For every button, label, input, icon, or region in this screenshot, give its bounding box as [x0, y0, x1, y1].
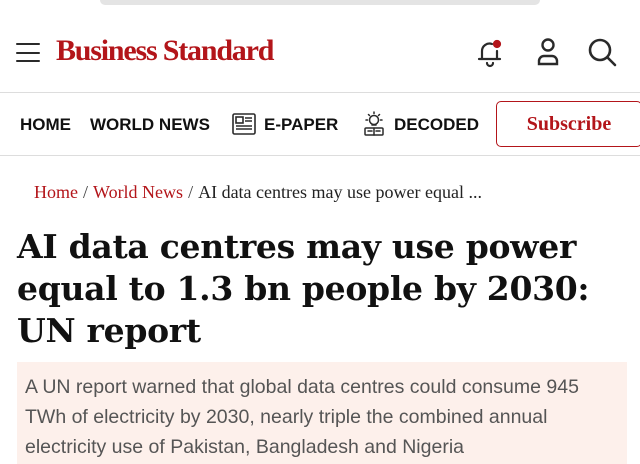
main-nav: HOME WORLD NEWS E-PAPER DECODED Subscrib… [0, 92, 640, 156]
breadcrumb-separator: / [188, 182, 194, 202]
breadcrumb-current: AI data centres may use power equal ... [198, 182, 482, 202]
user-icon[interactable] [528, 32, 568, 72]
breadcrumb-home[interactable]: Home [34, 182, 78, 202]
nav-world-news[interactable]: WORLD NEWS [90, 115, 210, 134]
article-summary: A UN report warned that global data cent… [17, 362, 627, 464]
article-headline: AI data centres may use power equal to 1… [17, 227, 590, 350]
site-header: Business Standard [0, 12, 640, 90]
subscribe-button[interactable]: Subscribe [496, 101, 640, 147]
breadcrumb-separator: / [83, 182, 89, 202]
menu-line [16, 43, 40, 46]
newspaper-icon [231, 111, 257, 137]
nav-decoded[interactable]: DECODED [394, 115, 480, 134]
search-icon[interactable] [582, 32, 622, 72]
breadcrumb: Home / World News / AI data centres may use … [34, 182, 482, 203]
brand-logo[interactable]: Business Standard [56, 34, 274, 67]
breadcrumb-world-news[interactable]: World News [93, 182, 184, 202]
menu-icon[interactable] [16, 43, 40, 63]
nav-home[interactable]: HOME [20, 115, 71, 134]
nav-epaper[interactable]: E-PAPER [264, 115, 339, 134]
menu-line [16, 60, 40, 63]
decoded-bulb-icon [361, 111, 387, 137]
menu-line [16, 51, 40, 54]
top-bar-shadow [100, 0, 540, 5]
notification-bell-icon[interactable] [470, 32, 510, 72]
